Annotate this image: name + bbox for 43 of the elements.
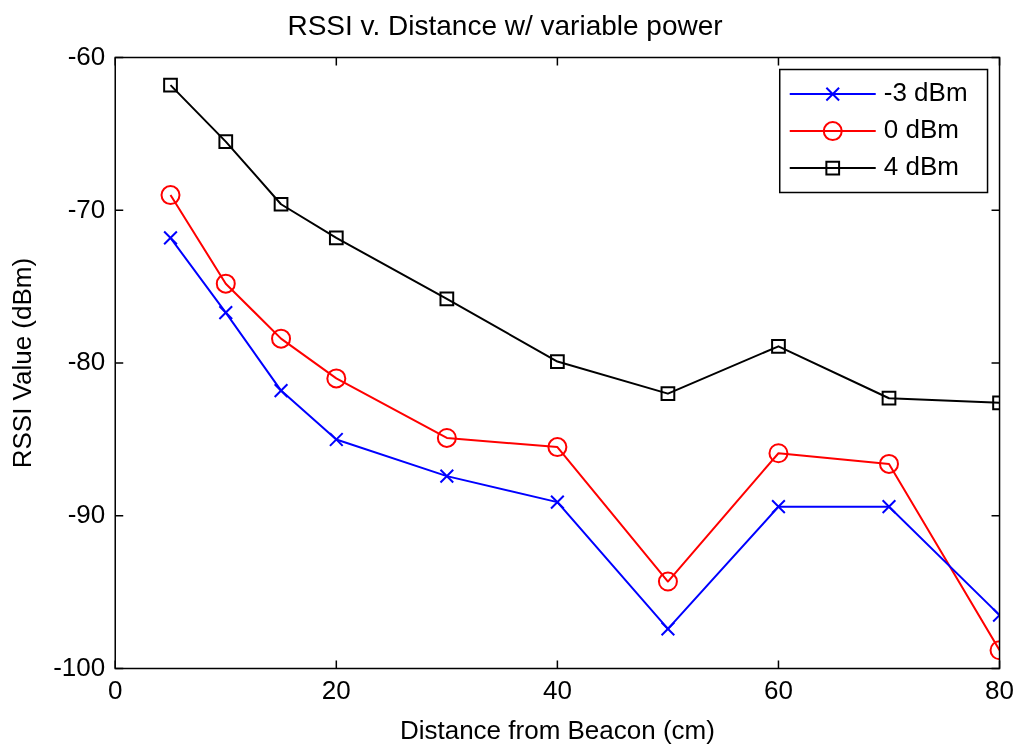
y-axis-title: RSSI Value (dBm) [6,257,37,469]
chart-title: RSSI v. Distance w/ variable power [287,9,723,41]
x-axis-title: Distance from Beacon (cm) [399,714,715,745]
legend-label: 0 dBm [883,114,959,145]
y-tick-label: -60 [67,40,106,71]
point [881,390,897,406]
point [163,230,178,246]
point [771,499,786,515]
point [218,305,234,321]
point [328,230,344,246]
point [660,386,676,402]
point [771,338,786,354]
point [163,77,178,93]
x-tick-label: 0 [108,675,123,706]
point [218,134,234,149]
y-tick-label: -100 [53,651,106,682]
point [660,621,676,637]
y-tick-label: -80 [67,346,106,377]
legend-label: -3 dBm [883,77,968,108]
point [439,291,455,307]
point [657,571,678,592]
point [881,499,897,515]
point [215,273,236,294]
point [328,432,344,447]
x-tick-label: 80 [985,675,1014,706]
y-tick-label: -90 [67,499,106,530]
point [160,185,181,206]
x-tick-label: 60 [764,675,793,706]
point [273,196,289,212]
point [273,383,289,398]
point [768,443,789,464]
point [879,453,899,474]
legend-label: 4 dBm [883,151,959,182]
x-tick-label: 40 [542,675,572,706]
x-tick-label: 20 [321,675,351,706]
point [550,354,565,369]
y-tick-label: -70 [67,193,106,224]
point [550,494,565,510]
point [436,427,457,448]
point [326,368,347,389]
point [439,468,455,484]
point [547,437,568,458]
point [271,328,292,349]
